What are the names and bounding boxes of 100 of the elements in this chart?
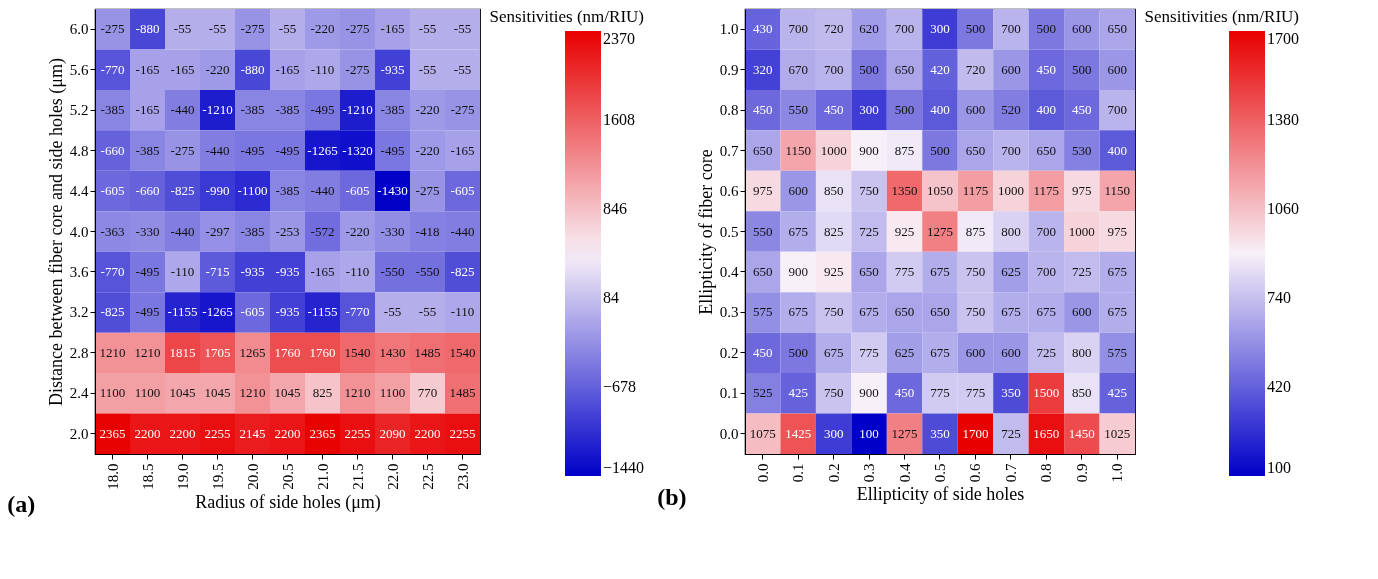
data-label: 850 [1072, 385, 1092, 401]
data-label: 775 [894, 263, 915, 279]
data-label: 2200 [414, 425, 441, 441]
x-tick-label: 0.7 [1002, 463, 1019, 483]
data-label: 1705 [204, 344, 231, 360]
data-label: 675 [788, 304, 808, 320]
data-label: 600 [788, 183, 808, 199]
data-label: 900 [859, 142, 879, 158]
data-label: 875 [965, 223, 986, 239]
data-label: 825 [312, 385, 333, 401]
x-tick-label: 0.2 [825, 463, 842, 483]
data-label: 750 [965, 304, 986, 320]
y-tick-label: 0.8 [719, 102, 739, 119]
data-label: -165 [170, 61, 195, 77]
data-label: 500 [859, 61, 879, 77]
color-bar-title: Sensitivities (nm/RIU) [489, 7, 644, 26]
data-label: 600 [1072, 21, 1092, 37]
data-label: -385 [275, 102, 300, 118]
data-label: 1050 [927, 183, 953, 199]
data-label: 1000 [1068, 223, 1095, 239]
data-label: -253 [275, 223, 300, 239]
data-label: 450 [823, 102, 844, 118]
x-tick-label: 21.0 [314, 463, 331, 490]
y-tick-label: 0.1 [719, 385, 739, 402]
x-tick-label: 0.1 [790, 463, 807, 483]
data-label: -825 [450, 263, 475, 279]
data-label: 750 [823, 385, 844, 401]
data-label: -605 [345, 183, 370, 199]
x-tick-label: 21.5 [349, 463, 366, 490]
data-label: 675 [930, 263, 950, 279]
data-label: 900 [788, 263, 808, 279]
data-label: 1430 [379, 344, 406, 360]
data-label: 2255 [344, 425, 371, 441]
data-label: -770 [100, 61, 125, 77]
data-label: -418 [415, 223, 440, 239]
color-bar-label: 740 [1267, 289, 1291, 306]
data-label: 550 [788, 102, 808, 118]
data-label: 775 [930, 385, 950, 401]
data-label: 600 [1072, 304, 1092, 320]
data-label: -220 [415, 142, 440, 158]
data-label: 2365 [99, 425, 126, 441]
data-label: -770 [100, 263, 125, 279]
data-label: 925 [894, 223, 915, 239]
data-label: 320 [752, 61, 773, 77]
data-label: 720 [965, 61, 986, 77]
data-label: 650 [1107, 21, 1128, 37]
x-tick-label: 0.8 [1038, 463, 1055, 483]
data-label: -55 [418, 21, 437, 37]
x-tick-label: 22.0 [384, 463, 401, 490]
data-label: -55 [418, 304, 437, 320]
data-label: -110 [450, 304, 475, 320]
data-label: -55 [453, 21, 472, 37]
data-label: 600 [965, 344, 986, 360]
data-label: -1430 [377, 183, 408, 199]
y-tick-label: 4.4 [69, 183, 89, 200]
data-label: 425 [1107, 385, 1128, 401]
data-label: 300 [859, 102, 879, 118]
data-label: 1540 [449, 344, 476, 360]
data-label: -770 [345, 304, 370, 320]
data-label: 900 [859, 385, 879, 401]
text: (a) [7, 491, 36, 518]
data-label: -165 [275, 61, 300, 77]
data-label: -297 [205, 223, 230, 239]
data-label: 1485 [449, 385, 476, 401]
data-label: 1450 [1068, 425, 1095, 441]
data-label: 675 [788, 223, 808, 239]
data-label: -1210 [202, 102, 233, 118]
data-label: 575 [1107, 344, 1128, 360]
data-label: -605 [240, 304, 265, 320]
data-label: 450 [1072, 102, 1092, 118]
data-label: -495 [275, 142, 300, 158]
data-label: 2090 [379, 425, 406, 441]
x-tick-label: 19.0 [174, 463, 191, 490]
data-label: -220 [310, 21, 335, 37]
data-label: -1210 [342, 102, 373, 118]
y-tick-label: 3.2 [69, 304, 89, 321]
x-tick-label: 0.0 [754, 463, 771, 483]
data-label: -55 [418, 61, 437, 77]
x-axis-title: Ellipticity of side holes [856, 484, 1025, 505]
data-label: -55 [278, 21, 297, 37]
data-label: -440 [170, 223, 195, 239]
data-label: -1265 [202, 304, 233, 320]
data-label: 1045 [169, 385, 196, 401]
data-label: 2200 [169, 425, 196, 441]
data-label: -495 [310, 102, 335, 118]
data-label: 875 [894, 142, 915, 158]
data-label: 750 [965, 263, 986, 279]
data-label: 1000 [997, 183, 1024, 199]
data-label: -385 [380, 102, 405, 118]
data-label: 675 [1107, 263, 1128, 279]
data-label: 1275 [927, 223, 953, 239]
data-label: 1815 [169, 344, 196, 360]
data-label: 975 [1072, 183, 1092, 199]
data-label: -1265 [307, 142, 338, 158]
data-label: 650 [752, 142, 773, 158]
data-label: -330 [380, 223, 405, 239]
data-label: 725 [1001, 425, 1021, 441]
data-label: 650 [859, 263, 879, 279]
data-label: 2200 [274, 425, 301, 441]
data-label: 500 [894, 102, 915, 118]
